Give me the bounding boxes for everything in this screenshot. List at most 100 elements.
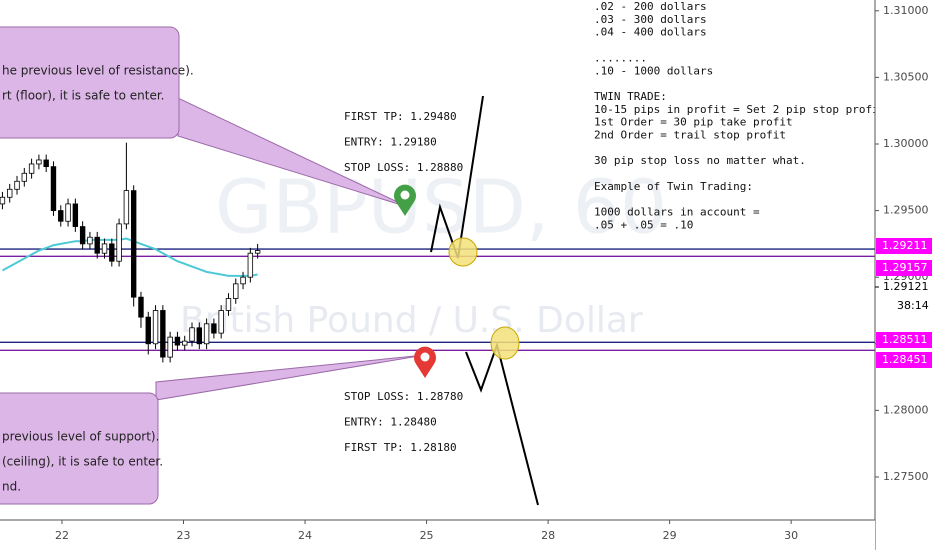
pin-shape — [414, 346, 437, 378]
candle-body — [138, 296, 144, 318]
price-badge-label: 1.29211 — [882, 239, 928, 252]
candle-body — [0, 196, 6, 205]
candle-body — [94, 236, 100, 254]
candle-body — [152, 310, 159, 345]
y-tick-label: 1.30000 — [883, 137, 929, 150]
callout-tail — [155, 354, 426, 401]
callout-text: nd. — [2, 480, 21, 494]
candle-body — [109, 243, 115, 262]
highlight-circle — [448, 237, 478, 267]
text-layer: FIRST TP: 1.29480 ENTRY: 1.29180 STOP LOSS… — [344, 0, 885, 454]
callout-text: rt (floor), it is safe to enter. — [2, 89, 165, 103]
time-axis — [0, 520, 875, 550]
candle-body — [50, 166, 57, 211]
callout-text: he previous level of resistance). — [2, 64, 194, 78]
callout-box — [0, 392, 159, 505]
candle-body — [43, 159, 49, 168]
last-price-label: 1.29121 — [883, 280, 929, 293]
candle-body — [116, 223, 122, 262]
candle-body — [65, 203, 71, 222]
x-tick-label: 22 — [55, 529, 69, 542]
candle-body — [182, 340, 188, 346]
trade-text: ENTRY: 1.29180 — [344, 136, 437, 149]
pin-shape — [394, 184, 417, 216]
candle-body — [36, 159, 42, 165]
candle-body — [174, 336, 181, 346]
candle-body — [211, 323, 217, 334]
price-badge — [876, 260, 932, 276]
candle-body — [167, 336, 173, 358]
y-tick-label: 1.27500 — [883, 470, 929, 483]
pin-red — [414, 346, 437, 378]
candle-body — [28, 163, 35, 174]
candle-body — [14, 180, 20, 190]
candle-body — [72, 203, 79, 227]
path-drawing — [465, 341, 539, 506]
price-badge-label: 1.28511 — [882, 333, 928, 346]
candle-body — [145, 316, 151, 345]
candle-body — [233, 283, 239, 299]
watermark-subtitle: British Pound / U.S. Dollar — [180, 300, 643, 341]
note-text: .03 - 300 dollars — [594, 13, 707, 26]
price-badge-label: 1.29157 — [882, 261, 928, 274]
watermark-layer: GBPUSD, 60 British Pound / U.S. Dollar — [180, 165, 667, 342]
pin-dot — [400, 190, 410, 200]
price-badge-label: 1.28451 — [882, 353, 928, 366]
x-tick-label: 24 — [298, 529, 312, 542]
axes-layer: 1.275001.280001.285001.290001.295001.300… — [55, 4, 932, 542]
candle-body — [7, 188, 13, 198]
levels-layer — [0, 248, 875, 352]
y-tick-label: 1.29500 — [883, 204, 929, 217]
note-text: Example of Twin Trading: — [594, 180, 753, 193]
callout-text: (ceiling), it is safe to enter. — [2, 455, 163, 469]
note-text: 1st Order = 30 pip take profit — [594, 116, 793, 129]
note-text: .10 - 1000 dollars — [594, 64, 713, 77]
moving-average — [1, 237, 258, 277]
y-tick-label: 1.30500 — [883, 70, 929, 83]
path-drawing — [430, 95, 484, 259]
trade-text: FIRST TP: 1.28180 — [344, 441, 457, 454]
note-text: 1000 dollars in account = — [594, 206, 760, 219]
trade-text: STOP LOSS: 1.28880 — [344, 161, 463, 174]
candle-body — [101, 243, 108, 254]
pin-green — [394, 184, 417, 216]
candle-body — [21, 172, 28, 182]
candle-body — [196, 327, 203, 345]
candle-body — [58, 210, 64, 222]
candle-body — [87, 236, 93, 245]
trade-text: ENTRY: 1.28480 — [344, 416, 437, 429]
pin-dot — [420, 352, 430, 362]
candle-body — [130, 190, 137, 298]
candle-body — [79, 226, 86, 245]
y-tick-label: 1.31000 — [883, 4, 929, 17]
note-text: .04 - 400 dollars — [594, 26, 707, 39]
price-badge — [876, 238, 932, 254]
candle-body — [160, 310, 166, 358]
callout-text-layer: he previous level of resistance). rt (flo… — [2, 64, 194, 494]
highlight-circle — [490, 326, 520, 360]
price-badge — [876, 332, 932, 348]
candle-body — [225, 298, 232, 311]
note-text: 30 pip stop loss no matter what. — [594, 154, 806, 167]
candle-body — [240, 276, 246, 285]
candle-body — [203, 323, 210, 345]
note-text: .05 + .05 = .10 — [594, 218, 693, 231]
y-tick-label: 1.28000 — [883, 403, 929, 416]
x-tick-label: 25 — [420, 529, 434, 542]
callout-text: previous level of support). — [2, 430, 159, 444]
note-text: TWIN TRADE: — [594, 90, 667, 103]
candles-layer — [0, 142, 261, 363]
trade-text: FIRST TP: 1.29480 — [344, 110, 457, 123]
price-badge — [876, 352, 932, 368]
x-tick-label: 30 — [784, 529, 798, 542]
candle-body — [218, 310, 224, 334]
candle-body — [189, 327, 195, 342]
x-tick-label: 28 — [541, 529, 555, 542]
candle-body — [254, 250, 261, 254]
trade-text: STOP LOSS: 1.28780 — [344, 390, 463, 403]
candle-body — [247, 252, 254, 278]
x-tick-label: 29 — [663, 529, 677, 542]
note-text: ........ — [594, 51, 647, 64]
x-tick-label: 23 — [177, 529, 191, 542]
